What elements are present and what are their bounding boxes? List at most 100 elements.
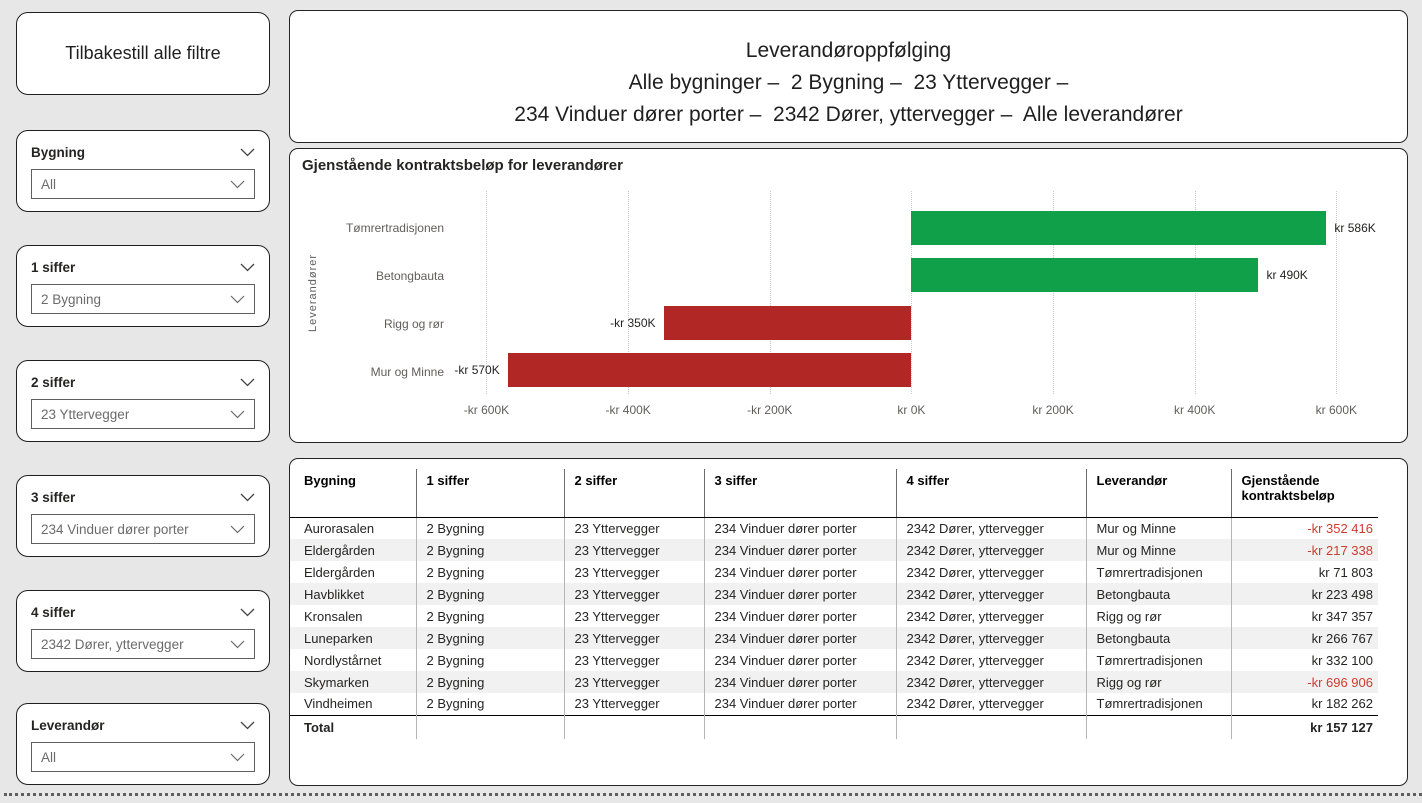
slicer-bygning: Bygning All xyxy=(16,130,270,212)
slicer-selected-value: 23 Yttervegger xyxy=(41,406,130,422)
x-axis-tick-label: -kr 600K xyxy=(463,403,510,417)
bar-value-label: -kr 570K xyxy=(454,363,500,378)
cell-bygning: Havblikket xyxy=(290,583,416,605)
column-header-3-siffer[interactable]: 3 siffer xyxy=(703,469,896,518)
cell-1-siffer: 2 Bygning xyxy=(415,693,564,715)
bar-rigg-og-r-r[interactable] xyxy=(663,305,912,340)
chart-title: Gjenstående kontraktsbeløp for leverandø… xyxy=(302,157,623,174)
chevron-down-icon[interactable] xyxy=(240,263,255,272)
category-label-t-mrertradisjonen: Tømrertradisjonen xyxy=(345,221,444,235)
slicer-dropdown-leverand-r[interactable]: All xyxy=(31,742,255,772)
cell-2-siffer: 23 Yttervegger xyxy=(563,539,704,561)
x-axis-tick-label: kr 600K xyxy=(1315,403,1358,417)
slicer-selected-value: 2 Bygning xyxy=(41,291,102,307)
table-row[interactable]: Luneparken 2 Bygning 23 Yttervegger 234 Vin… xyxy=(290,627,1378,649)
cell-leverand-r: Tømrertradisjonen xyxy=(1085,649,1231,671)
cell-4-siffer: 2342 Dører, yttervegger xyxy=(895,671,1086,693)
cell-leverand-r: Tømrertradisjonen xyxy=(1085,561,1231,583)
cell-leverand-r: Betongbauta xyxy=(1085,627,1231,649)
table-total-row: Total kr 157 127 xyxy=(290,714,1378,739)
cell-2-siffer: 23 Yttervegger xyxy=(563,605,704,627)
cell-leverand-r: Betongbauta xyxy=(1085,583,1231,605)
report-subtitle-line2: 234 Vinduer dører porter – 2342 Dører, y… xyxy=(514,103,1183,126)
cell-leverand-r: Rigg og rør xyxy=(1085,605,1231,627)
total-label: Total xyxy=(290,714,416,739)
column-header-bygning[interactable]: Bygning xyxy=(290,469,416,518)
table-row[interactable]: Eldergården 2 Bygning 23 Yttervegger 234 Vi… xyxy=(290,561,1378,583)
chevron-down-icon[interactable] xyxy=(240,721,255,730)
table-row[interactable]: Skymarken 2 Bygning 23 Yttervegger 234 Vind… xyxy=(290,671,1378,693)
cell-2-siffer: 23 Yttervegger xyxy=(563,627,704,649)
cell-4-siffer: 2342 Dører, yttervegger xyxy=(895,627,1086,649)
y-axis-category-labels: Tømrertradisjonen Betongbauta Rigg og rør M… xyxy=(322,191,444,394)
table-row[interactable]: Havblikket 2 Bygning 23 Yttervegger 234 Vin… xyxy=(290,583,1378,605)
reset-filters-button[interactable]: Tilbakestill alle filtre xyxy=(16,12,270,95)
table-row[interactable]: Aurorasalen 2 Bygning 23 Yttervegger 234 Vi… xyxy=(290,517,1378,539)
column-header-2-siffer[interactable]: 2 siffer xyxy=(563,469,704,518)
cell-3-siffer: 234 Vinduer dører porter xyxy=(703,517,896,539)
cell-4-siffer: 2342 Dører, yttervegger xyxy=(895,517,1086,539)
bar-mur-og-minne[interactable] xyxy=(507,353,912,388)
category-label-betongbauta: Betongbauta xyxy=(375,269,444,283)
cell-4-siffer: 2342 Dører, yttervegger xyxy=(895,539,1086,561)
bar-betongbauta[interactable] xyxy=(911,258,1259,293)
cell-2-siffer: 23 Yttervegger xyxy=(563,649,704,671)
x-axis-tick-label: -kr 200K xyxy=(747,403,793,417)
cell-1-siffer: 2 Bygning xyxy=(415,583,564,605)
cell-bygning: Nordlystårnet xyxy=(304,652,382,668)
cell-leverand-r: Mur og Minne xyxy=(1085,517,1231,539)
cell-bygning: Kronsalen xyxy=(304,608,363,624)
cell-4-siffer: 2342 Dører, yttervegger xyxy=(895,561,1086,583)
cell-2-siffer: 23 Yttervegger xyxy=(563,517,704,539)
y-axis-title: Leverandører xyxy=(307,253,320,332)
x-axis-tick-label: -kr 400K xyxy=(605,403,651,417)
cell-bygning: Skymarken xyxy=(290,671,416,693)
column-header-gjenst-ende-kontraktsbel-p[interactable]: Gjenstående kontraktsbeløp xyxy=(1230,469,1378,518)
detail-table: Bygning 1 siffer 2 siffer 3 siffer 4 siffer L… xyxy=(290,469,1378,739)
table-row[interactable]: Eldergården 2 Bygning 23 Yttervegger 234 Vi… xyxy=(290,539,1378,561)
total-empty-cell xyxy=(703,714,896,739)
cell-bygning: Eldergården xyxy=(304,564,375,580)
table-row[interactable]: Vindheimen 2 Bygning 23 Yttervegger 234 Vin… xyxy=(290,693,1378,715)
x-axis-tick-label: kr 0K xyxy=(897,403,926,417)
chevron-down-icon[interactable] xyxy=(240,493,255,502)
gridline xyxy=(628,191,630,394)
chevron-down-icon xyxy=(230,180,245,188)
bar-value-label: kr 586K xyxy=(1334,220,1376,235)
report-subtitle-line1: Alle bygninger – 2 Bygning – 23 Ytterveg… xyxy=(628,71,1069,94)
page-boundary-dotted-line xyxy=(4,793,1422,796)
cell-3-siffer: 234 Vinduer dører porter xyxy=(703,561,896,583)
cell-3-siffer: 234 Vinduer dører porter xyxy=(703,649,896,671)
table-header-row: Bygning 1 siffer 2 siffer 3 siffer 4 siffer L… xyxy=(290,469,1378,518)
chevron-down-icon[interactable] xyxy=(240,148,255,157)
bar-t-mrertradisjonen[interactable] xyxy=(911,210,1327,245)
chevron-down-icon xyxy=(230,410,245,418)
chevron-down-icon[interactable] xyxy=(240,378,255,387)
slicer-dropdown-1-siffer[interactable]: 2 Bygning xyxy=(31,284,255,314)
cell-3-siffer: 234 Vinduer dører porter xyxy=(703,583,896,605)
report-title-card: Leverandøroppfølging Alle bygninger – 2 … xyxy=(289,10,1408,143)
cell-2-siffer: 23 Yttervegger xyxy=(563,561,704,583)
cell-gjenstaende-kontraktsbelop: -kr 217 338 xyxy=(1230,539,1378,561)
slicer-dropdown-3-siffer[interactable]: 234 Vinduer dører porter xyxy=(31,514,255,544)
column-header-leverand-r[interactable]: Leverandør xyxy=(1085,469,1231,518)
cell-2-siffer: 23 Yttervegger xyxy=(563,671,704,693)
column-header-1-siffer[interactable]: 1 siffer xyxy=(415,469,564,518)
cell-1-siffer: 2 Bygning xyxy=(415,561,564,583)
chevron-down-icon[interactable] xyxy=(240,608,255,617)
reset-filters-label: Tilbakestill alle filtre xyxy=(65,43,221,63)
cell-4-siffer: 2342 Dører, yttervegger xyxy=(895,693,1086,715)
chart-plot-area: kr 586K kr 490K -kr 350K -kr 570K -kr 600K -k… xyxy=(444,191,1393,417)
column-header-4-siffer[interactable]: 4 siffer xyxy=(895,469,1086,518)
slicer-dropdown-4-siffer[interactable]: 2342 Dører, yttervegger xyxy=(31,629,255,659)
total-value: kr 157 127 xyxy=(1230,714,1378,739)
cell-3-siffer: 234 Vinduer dører porter xyxy=(703,627,896,649)
gridline xyxy=(911,191,913,394)
slicer-dropdown-2-siffer[interactable]: 23 Yttervegger xyxy=(31,399,255,429)
cell-leverand-r: Rigg og rør xyxy=(1085,671,1231,693)
slicer-dropdown-bygning[interactable]: All xyxy=(31,169,255,199)
cell-gjenstaende-kontraktsbelop: kr 182 262 xyxy=(1230,693,1378,715)
table-row[interactable]: Kronsalen 2 Bygning 23 Yttervegger 234 Vind… xyxy=(290,605,1378,627)
slicer-leverand-r: Leverandør All xyxy=(16,703,270,785)
table-row[interactable]: Nordlystårnet 2 Bygning 23 Yttervegger 234 … xyxy=(290,649,1378,671)
